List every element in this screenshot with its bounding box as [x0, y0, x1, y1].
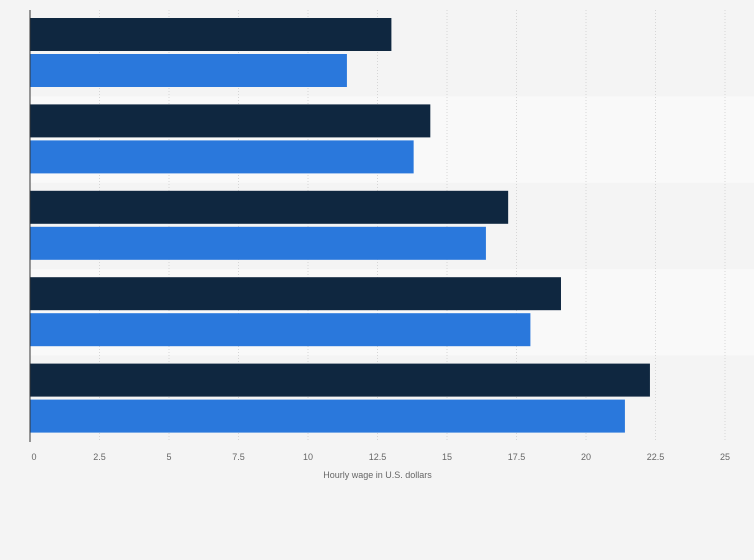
x-tick-label-7: 17.5 — [508, 452, 526, 462]
x-tick-label-4: 10 — [303, 452, 313, 462]
bar-series2-category4 — [30, 313, 531, 347]
x-tick-label-5: 12.5 — [369, 452, 387, 462]
bar-series1-category2 — [30, 104, 431, 138]
bar-series2-category5 — [30, 399, 625, 433]
bar-series1-category5 — [30, 363, 650, 397]
bar-series1-category4 — [30, 277, 561, 311]
bar-series2-category1 — [30, 54, 347, 87]
bar-series1-category1 — [30, 18, 392, 51]
x-tick-label-9: 22.5 — [647, 452, 665, 462]
x-tick-label-1: 2.5 — [93, 452, 106, 462]
bar-series1-category3 — [30, 190, 509, 224]
x-tick-label-8: 20 — [581, 452, 591, 462]
x-axis-ticks: 0 2.5 5 7.5 10 12.5 15 17.5 20 22.5 25 — [31, 452, 730, 462]
x-tick-label-0: 0 — [31, 452, 36, 462]
x-tick-label-3: 7.5 — [232, 452, 245, 462]
bar-series2-category2 — [30, 140, 414, 174]
bars — [30, 18, 650, 433]
x-tick-label-10: 25 — [720, 452, 730, 462]
bar-series2-category3 — [30, 226, 486, 260]
x-tick-label-6: 15 — [442, 452, 452, 462]
x-tick-label-2: 5 — [166, 452, 171, 462]
x-axis-title: Hourly wage in U.S. dollars — [323, 470, 432, 480]
